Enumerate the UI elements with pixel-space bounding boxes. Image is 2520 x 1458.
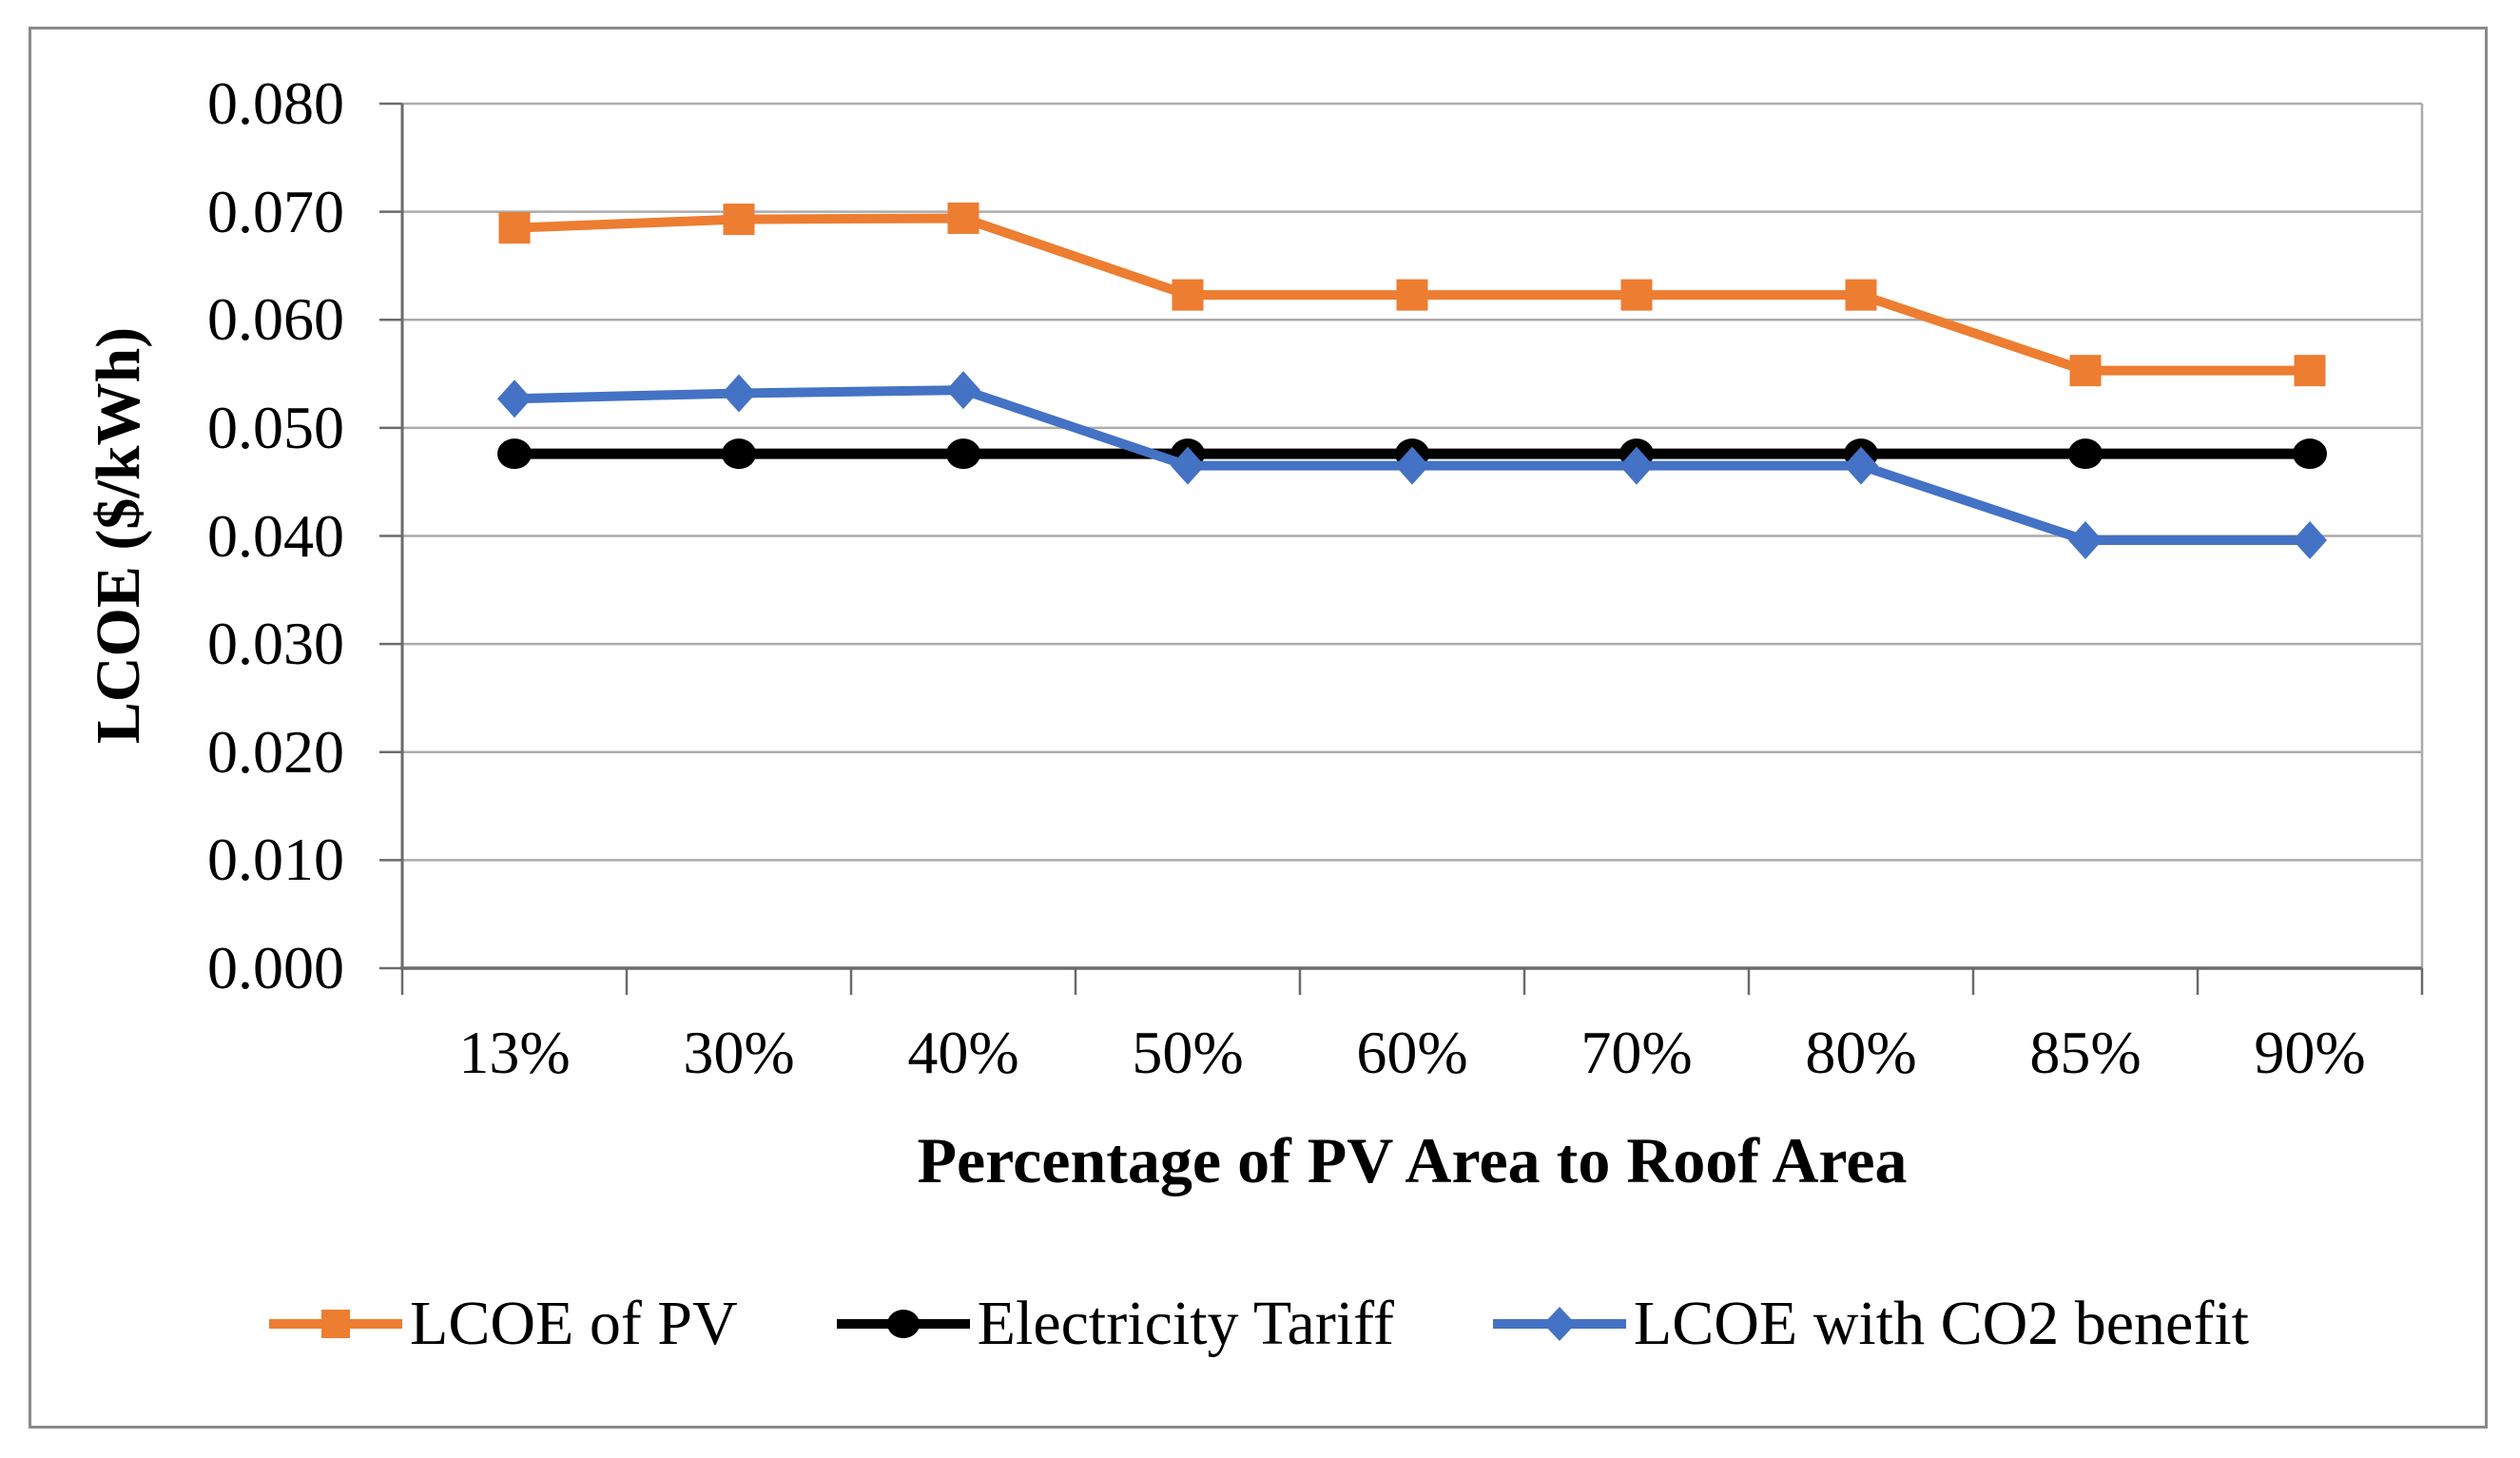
legend-item-lcoe-with-co2-benefit: LCOE with CO2 benefit: [1492, 1289, 2249, 1359]
x-tick-label: 85%: [2029, 1019, 2142, 1086]
y-tick-label: 0.010: [207, 826, 344, 894]
x-tick-label: 80%: [1805, 1019, 1917, 1086]
y-tick-label: 0.070: [207, 177, 344, 245]
x-tick-label: 90%: [2254, 1019, 2366, 1086]
legend-label: Electricity Tariff: [977, 1289, 1394, 1358]
x-axis-title: Percentage of PV Area to Roof Area: [917, 1124, 1908, 1196]
series-0: [498, 202, 2326, 387]
y-tick-label: 0.080: [207, 69, 344, 137]
x-tick-label: 60%: [1356, 1019, 1468, 1086]
legend-marker-circle-icon: [836, 1310, 970, 1338]
legend-item-lcoe-of-pv: LCOE of PV: [269, 1289, 738, 1359]
y-tick-label: 0.030: [207, 610, 344, 678]
x-tick-label: 70%: [1580, 1019, 1693, 1086]
legend-marker-square-icon: [269, 1310, 402, 1338]
axis-ticks: [379, 102, 2424, 995]
gridlines: [402, 102, 2424, 968]
y-tick-label: 0.050: [207, 393, 344, 461]
y-axis-title: LCOE ($/kWh): [84, 326, 153, 745]
legend-label: LCOE with CO2 benefit: [1633, 1289, 2249, 1358]
legend-label: LCOE of PV: [410, 1289, 738, 1358]
y-tick-label: 0.040: [207, 501, 344, 570]
x-tick-label: 50%: [1132, 1019, 1244, 1086]
y-tick-label: 0.000: [207, 934, 344, 1001]
x-tick-label: 30%: [683, 1019, 795, 1086]
legend-item-electricity-tariff: Electricity Tariff: [836, 1289, 1394, 1359]
y-tick-label: 0.020: [207, 717, 344, 786]
figure-border: [29, 27, 2488, 1429]
legend-marker-diamond-icon: [1492, 1307, 1626, 1341]
y-tick-label: 0.060: [207, 285, 344, 354]
axes: [400, 104, 2422, 970]
x-tick-label: 13%: [458, 1019, 571, 1086]
series-2: [497, 371, 2327, 560]
legend: LCOE of PV Electricity Tariff LCOE with …: [269, 1289, 2249, 1359]
x-tick-label: 40%: [907, 1019, 1019, 1086]
